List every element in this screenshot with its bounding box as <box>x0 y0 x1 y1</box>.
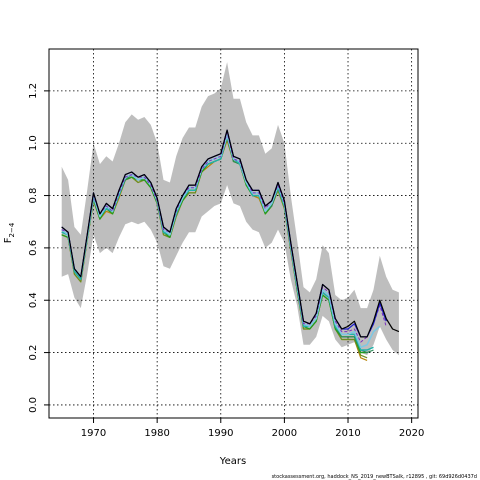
y-tick-label-1.0: 1.0 <box>28 135 39 151</box>
x-tick-label-2000: 2000 <box>272 428 297 439</box>
y-tick-label-0.8: 0.8 <box>28 188 39 204</box>
y-axis-title: F2−4 <box>3 222 16 243</box>
confidence-band-layer <box>61 62 399 356</box>
plot-frame <box>48 48 419 419</box>
y-axis: 0.0 0.2 0.4 0.6 0.8 1.0 1.2 <box>28 83 49 413</box>
series-line-1 <box>61 129 400 338</box>
x-tick-label-2010: 2010 <box>335 428 360 439</box>
x-tick-label-1980: 1980 <box>144 428 169 439</box>
y-tick-label-0.2: 0.2 <box>28 345 39 361</box>
x-axis-title: Years <box>219 456 246 467</box>
series-layer <box>61 129 400 361</box>
x-axis: 1970 1980 1990 2000 2010 2020 <box>81 418 424 439</box>
y-tick-label-0.4: 0.4 <box>28 292 39 308</box>
y-tick-label-0.0: 0.0 <box>28 397 39 413</box>
x-tick-label-1970: 1970 <box>81 428 106 439</box>
grid-layer <box>49 49 418 418</box>
y-axis-title-subscript: 2−4 <box>8 222 16 237</box>
confidence-band <box>61 62 399 356</box>
y-axis-title-base: F <box>3 237 14 243</box>
x-tick-label-2020: 2020 <box>399 428 424 439</box>
footer-note: stockassessment.org, haddock_NS_2019_new… <box>272 474 477 480</box>
y-tick-label-0.6: 0.6 <box>28 240 39 256</box>
y-tick-label-1.2: 1.2 <box>28 83 39 99</box>
x-tick-label-1990: 1990 <box>208 428 233 439</box>
